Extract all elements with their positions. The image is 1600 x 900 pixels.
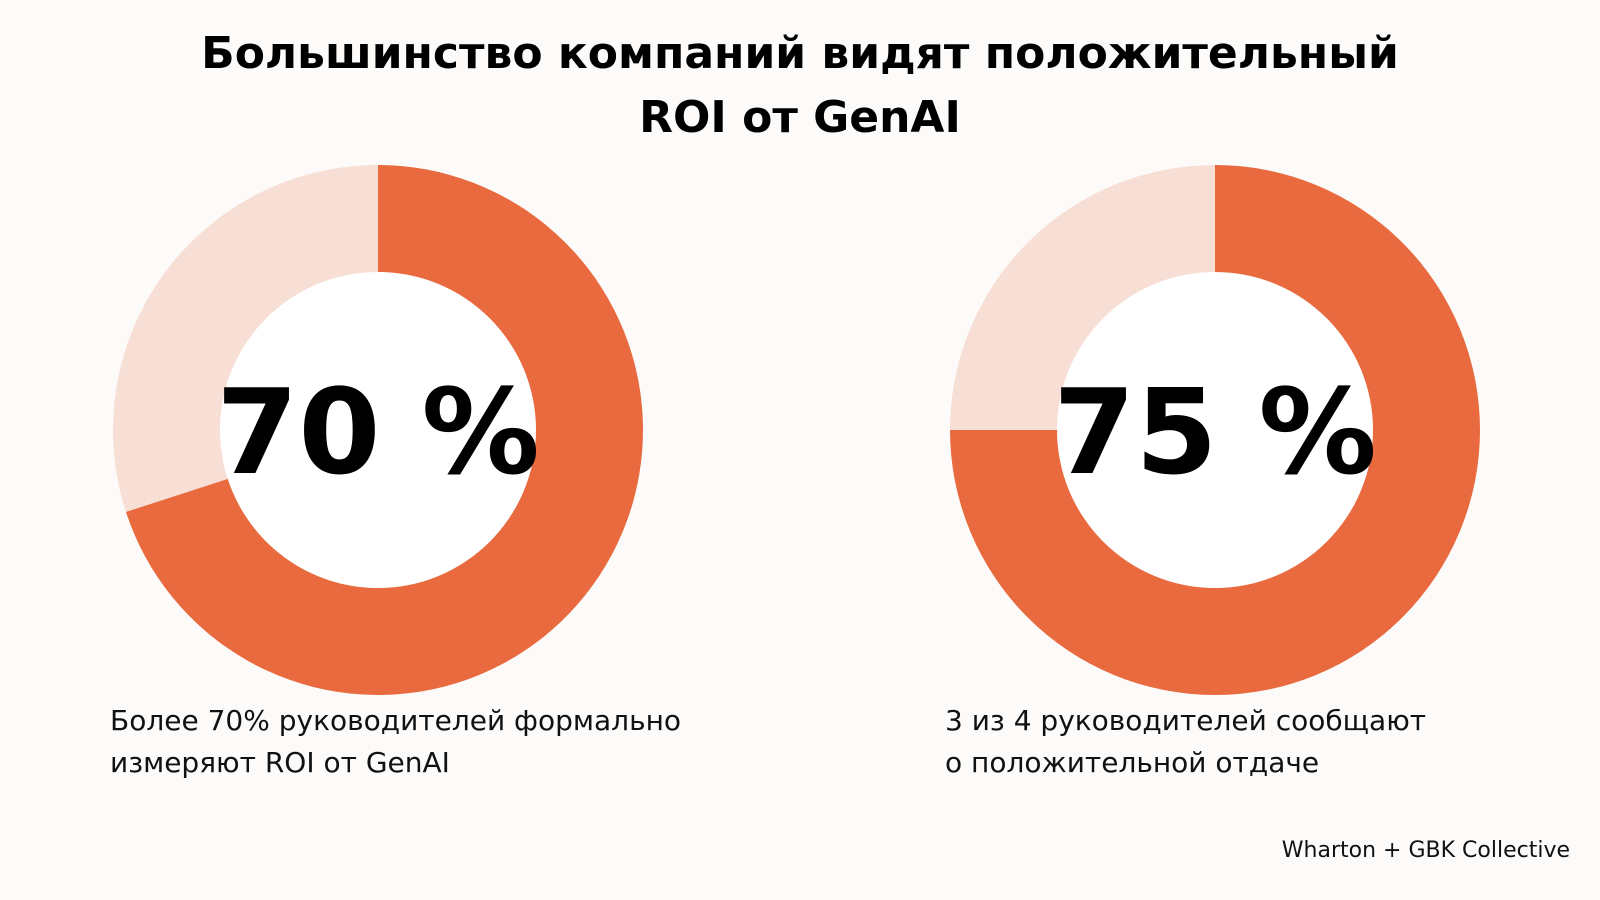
donut-caption-1: Более 70% руководителей формально измеря…: [110, 700, 681, 784]
source-credit: Wharton + GBK Collective: [1281, 838, 1570, 863]
caption-line: 3 из 4 руководителей сообщают: [945, 704, 1427, 737]
donut-center-value: 75 %: [1053, 363, 1377, 501]
chart-title: Большинство компаний видят положительный…: [0, 22, 1600, 150]
donut-caption-2: 3 из 4 руководителей сообщают о положите…: [945, 700, 1426, 784]
caption-line: Более 70% руководителей формально: [110, 704, 682, 737]
caption-line: измеряют ROI от GenAI: [110, 746, 450, 779]
title-line-1: Большинство компаний видят положительный: [201, 28, 1399, 79]
donut-chart-1: 70 %: [112, 165, 643, 695]
donut-hole: [220, 272, 536, 588]
donut-hole: [1057, 272, 1373, 588]
caption-line: о положительной отдаче: [945, 746, 1320, 779]
donut-chart-2: 75 %: [950, 165, 1480, 695]
donut-center-value: 70 %: [216, 363, 540, 501]
title-line-2: ROI от GenAI: [639, 92, 961, 143]
